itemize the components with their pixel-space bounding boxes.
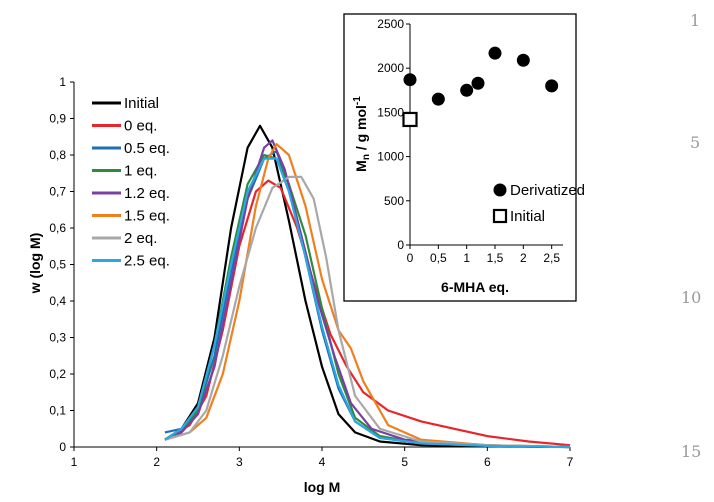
main-y-tick-label: 0,1	[49, 404, 66, 418]
main-x-tick-label: 3	[236, 455, 243, 469]
derivatized-point	[488, 46, 502, 60]
main-x-tick-label: 2	[153, 455, 160, 469]
main-y-tick-label: 0,4	[49, 294, 66, 308]
inset-frame	[343, 13, 577, 302]
inset-y-axis-title: Mn / g mol-1	[352, 96, 372, 172]
line-number: 1	[690, 11, 700, 30]
inset-y-tick-label: 500	[384, 194, 404, 208]
derivatized-point	[431, 92, 445, 106]
main-y-axis-title: w (log M)	[27, 233, 43, 295]
legend-label: 2 eq.	[124, 230, 157, 247]
legend-label: 2.5 eq.	[124, 253, 170, 270]
legend-marker-derivatized	[493, 183, 507, 197]
line-number: 5	[690, 133, 700, 152]
main-y-tick-label: 0,3	[49, 331, 66, 345]
inset-y-tick-label: 1000	[377, 150, 404, 164]
series-line-initial	[164, 124, 571, 449]
inset-y-tick-label: 2000	[377, 61, 404, 75]
legend-label: Initial	[510, 208, 545, 225]
series-line-1-5-eq-	[164, 143, 571, 449]
legend-marker-initial	[492, 208, 508, 224]
inset-x-tick-label: 1,5	[487, 251, 504, 265]
inset-legend: Derivatized Initial	[492, 182, 585, 225]
derivatized-point	[460, 83, 474, 97]
legend-label: 1 eq.	[124, 163, 157, 180]
series-line-1-2-eq-	[164, 139, 571, 449]
inset-y-tick-label: 2500	[377, 17, 404, 31]
inset-x-tick-label: 0,5	[430, 251, 447, 265]
main-x-tick-label: 6	[484, 455, 491, 469]
derivatized-point	[471, 76, 485, 90]
inset-x-tick-label: 0	[407, 251, 414, 265]
line-number: 15	[681, 442, 701, 461]
derivatized-point	[545, 79, 559, 93]
main-x-tick-label: 1	[71, 455, 78, 469]
legend-label: Derivatized	[510, 182, 585, 199]
inset-x-axis-title: 6-MHA eq.	[441, 279, 509, 295]
series-line-2-eq-	[164, 175, 571, 449]
inset-x-tick-label: 2	[520, 251, 527, 265]
legend-label: 0.5 eq.	[124, 140, 170, 157]
main-y-tick-label: 0,2	[49, 367, 66, 381]
series-line-2-5-eq-	[164, 157, 571, 449]
initial-point	[402, 111, 418, 128]
inset-points	[402, 46, 559, 128]
main-x-tick-label: 7	[567, 455, 574, 469]
inset-x-tick-label: 1	[463, 251, 470, 265]
legend-label: Initial	[124, 95, 159, 112]
main-y-tick-label: 0,6	[49, 221, 66, 235]
derivatized-point	[516, 53, 530, 67]
inset-x-tick-label: 2,5	[543, 251, 560, 265]
main-x-axis-title: log M	[304, 479, 341, 495]
main-chart: 0 0,1 0,2 0,3 0,4 0,5 0,6 0,7 0,8 0,9 1 1 2 3 4 5 6 7 Ini…	[27, 75, 574, 495]
inset-chart: 0 500 1000 1500 2000 2500 0 0,5 1 1,5 2 2,5 Derivat…	[343, 13, 585, 302]
line-numbers: 1 5 10 15	[681, 11, 701, 461]
main-axes: 0 0,1 0,2 0,3 0,4 0,5 0,6 0,7 0,8 0,9 1 1 2 3 4 5 6 7	[49, 75, 573, 469]
legend-label: 1.2 eq.	[124, 185, 170, 202]
inset-y-tick-label: 1500	[377, 105, 404, 119]
main-y-tick-label: 1	[59, 75, 66, 89]
main-y-tick-label: 0,8	[49, 148, 66, 162]
derivatized-point	[403, 73, 417, 87]
line-number: 10	[681, 288, 701, 307]
main-legend: Initial 0 eq. 0.5 eq. 1 eq. 1.2 eq. 1.5 eq. 2 …	[92, 95, 170, 270]
main-series	[164, 124, 571, 449]
legend-label: 1.5 eq.	[124, 208, 170, 225]
main-y-tick-label: 0,5	[49, 258, 66, 272]
inset-y-tick-label: 0	[397, 238, 404, 252]
legend-label: 0 eq.	[124, 118, 157, 135]
main-x-tick-label: 4	[319, 455, 326, 469]
main-y-tick-label: 0,7	[49, 185, 66, 199]
inset-axes: 0 500 1000 1500 2000 2500 0 0,5 1 1,5 2 2,5	[377, 17, 563, 265]
main-y-tick-label: 0,9	[49, 112, 66, 126]
main-y-tick-label: 0	[59, 440, 66, 454]
main-x-tick-label: 5	[401, 455, 408, 469]
